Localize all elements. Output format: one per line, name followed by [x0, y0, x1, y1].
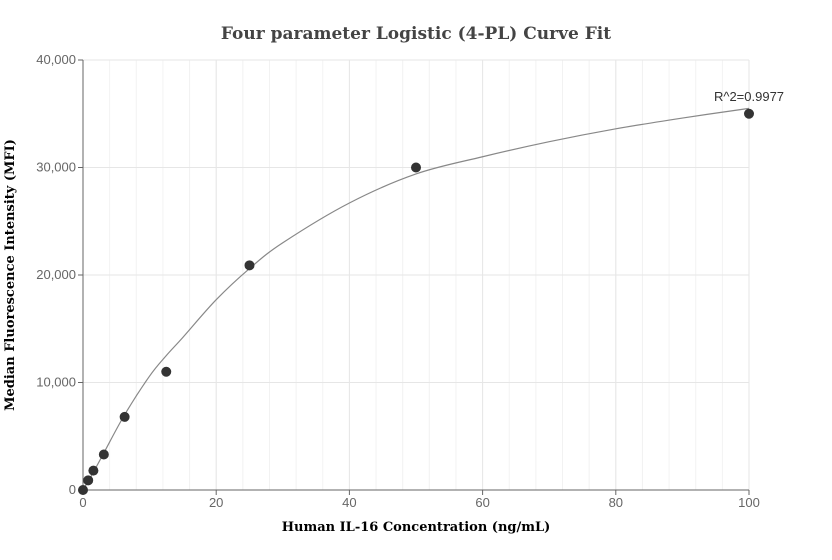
data-points: [78, 108, 754, 495]
data-point: [744, 108, 754, 119]
data-point: [161, 366, 172, 377]
y-tick-label: 0: [69, 482, 76, 497]
r-squared-annotation: R^2=0.9977: [714, 89, 784, 104]
x-axis-label: Human IL-16 Concentration (ng/mL): [282, 520, 551, 535]
y-tick-label: 10,000: [36, 375, 76, 390]
y-tick-label: 40,000: [36, 52, 76, 67]
data-point: [244, 260, 255, 271]
chart-title: Four parameter Logistic (4-PL) Curve Fit: [221, 24, 611, 44]
y-axis-ticks: 0 10,000 20,000 30,000 40,000: [36, 52, 83, 497]
x-tick-label: 40: [342, 495, 356, 510]
x-tick-label: 20: [209, 495, 223, 510]
data-point: [98, 449, 109, 460]
data-point: [83, 475, 94, 486]
y-tick-label: 30,000: [36, 160, 76, 175]
y-tick-label: 20,000: [36, 267, 76, 282]
x-tick-label: 100: [738, 495, 760, 510]
x-axis-ticks: 0 20 40 60 80 100: [79, 490, 760, 510]
grid: [82, 59, 750, 491]
x-tick-label: 80: [609, 495, 623, 510]
data-point: [411, 162, 421, 173]
data-point: [88, 465, 99, 476]
x-tick-label: 0: [79, 495, 86, 510]
y-axis-label: Median Fluorescence Intensity (MFI): [3, 139, 18, 411]
data-point: [78, 485, 88, 495]
x-tick-label: 60: [475, 495, 489, 510]
data-point: [119, 411, 130, 422]
